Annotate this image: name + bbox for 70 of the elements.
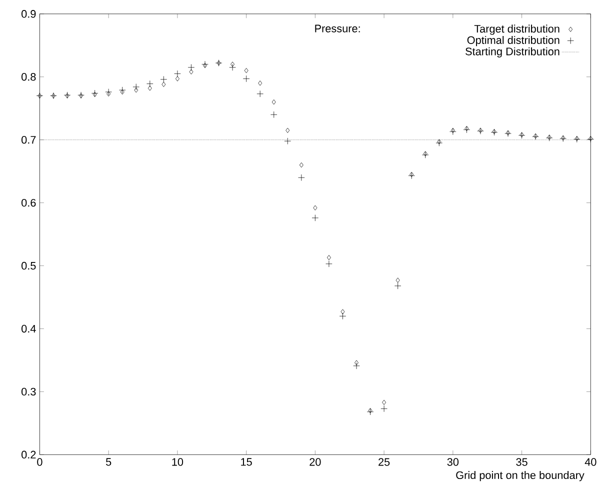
y-tick-label: 0.3 xyxy=(22,388,36,396)
x-tick-label: 10 xyxy=(172,458,184,466)
point xyxy=(242,75,250,82)
y-tick-label: 0.7 xyxy=(22,136,36,144)
point xyxy=(366,408,374,415)
point xyxy=(313,205,318,210)
point xyxy=(120,89,124,94)
x-tick-label: 35 xyxy=(516,458,528,466)
point xyxy=(272,99,276,104)
point xyxy=(203,62,207,68)
point xyxy=(326,260,332,267)
point xyxy=(340,308,345,314)
point xyxy=(258,80,262,86)
point xyxy=(437,138,442,144)
point xyxy=(410,172,414,177)
point xyxy=(396,277,400,283)
point xyxy=(464,126,469,131)
y-tick-label: 0.6 xyxy=(22,198,36,206)
legend-label: Target distribution xyxy=(474,24,560,35)
point xyxy=(132,83,140,90)
point xyxy=(146,80,154,87)
point xyxy=(105,88,112,96)
point xyxy=(202,60,208,68)
point xyxy=(339,312,346,320)
point xyxy=(463,126,470,133)
point xyxy=(368,408,372,413)
y-tick-label: 0.2 xyxy=(22,450,36,458)
point xyxy=(353,362,360,369)
point xyxy=(284,137,292,144)
point xyxy=(450,128,456,135)
x-tick-label: 0 xyxy=(37,458,42,466)
point xyxy=(91,90,98,96)
point xyxy=(394,282,402,290)
y-tick-label: 0.8 xyxy=(22,72,36,80)
point xyxy=(188,64,195,71)
point xyxy=(422,151,429,158)
point xyxy=(106,91,111,96)
point xyxy=(382,400,386,405)
x-axis-title: Grid point on the boundary xyxy=(456,470,584,481)
point xyxy=(380,405,388,412)
point xyxy=(270,111,278,118)
x-tick-label: 40 xyxy=(584,458,596,466)
x-tick-label: 30 xyxy=(447,458,459,466)
x-tick-label: 15 xyxy=(241,458,252,466)
point xyxy=(230,61,235,67)
x-tick-label: 5 xyxy=(106,458,112,466)
point xyxy=(408,172,415,179)
legend-label: Starting Distribution xyxy=(466,47,560,58)
point xyxy=(299,162,304,168)
x-tick-label: 20 xyxy=(310,458,321,466)
x-tick-label: 25 xyxy=(378,458,390,466)
point xyxy=(326,254,331,260)
point xyxy=(118,86,126,94)
legend-title: Pressure: xyxy=(315,24,360,32)
point xyxy=(298,174,305,181)
point xyxy=(244,68,248,73)
y-tick-label: 0.9 xyxy=(22,10,36,18)
point xyxy=(286,128,290,133)
point xyxy=(256,90,264,97)
point xyxy=(92,92,97,97)
point xyxy=(423,150,428,156)
point xyxy=(229,64,236,71)
y-tick-label: 0.4 xyxy=(22,324,36,332)
point xyxy=(436,139,443,146)
point xyxy=(450,128,455,133)
point xyxy=(312,214,319,222)
legend-label: Optimal distribution xyxy=(467,36,560,46)
point xyxy=(134,87,138,92)
y-tick-label: 0.5 xyxy=(22,262,36,270)
point xyxy=(160,76,168,83)
